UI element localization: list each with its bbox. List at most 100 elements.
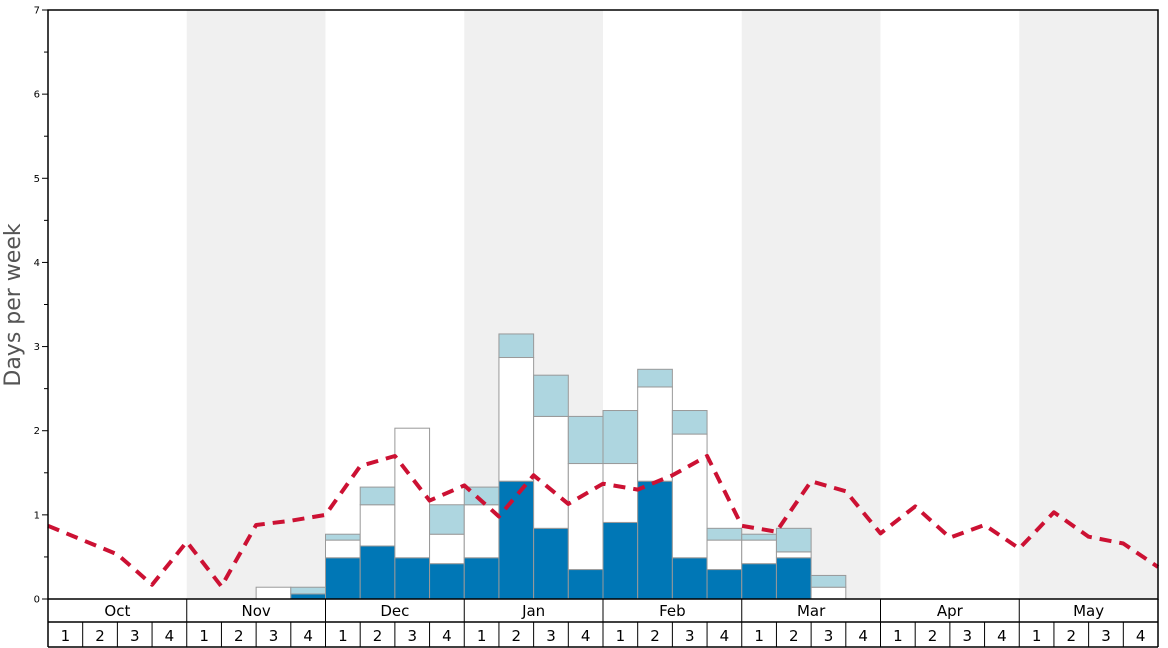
y-axis: 0 1 2 3 4 5 6 7 xyxy=(34,6,48,606)
week-label: 3 xyxy=(269,627,279,645)
month-band xyxy=(186,10,326,599)
week-label: 1 xyxy=(893,627,903,645)
week-label: 3 xyxy=(685,627,695,645)
bar-segment xyxy=(810,574,847,588)
bar-segment xyxy=(637,368,673,388)
week-label: 4 xyxy=(581,627,591,645)
bar-segment xyxy=(706,539,743,571)
week-label: 3 xyxy=(130,627,140,645)
week-label: 2 xyxy=(373,627,383,645)
bar-segment xyxy=(637,386,673,482)
week-label: 2 xyxy=(512,627,522,645)
week-label: 3 xyxy=(962,627,972,645)
week-label: 3 xyxy=(407,627,417,645)
bar-segment xyxy=(602,410,639,465)
bar-segment xyxy=(325,539,361,559)
line-series-path xyxy=(47,454,1160,589)
month-band xyxy=(880,10,1020,599)
x-axis: Oct Nov Dec Jan Feb Mar Apr May 1 2 3 4 1 2 3 4 1 2 3 4 1 2 3 4… xyxy=(61,599,1146,647)
bar-segment xyxy=(255,586,292,600)
month-label: Feb xyxy=(659,602,686,620)
bar-segment xyxy=(741,563,777,600)
week-label: 2 xyxy=(789,627,799,645)
bar-segment xyxy=(325,557,361,600)
week-label: 2 xyxy=(234,627,244,645)
bar-segment xyxy=(498,357,535,482)
bar-segment xyxy=(533,415,569,529)
bar-segment xyxy=(359,545,396,600)
bar-segment xyxy=(498,480,535,600)
week-label: 1 xyxy=(754,627,764,645)
week-label: 1 xyxy=(477,627,487,645)
month-label: Jan xyxy=(521,602,545,620)
bar-segment xyxy=(810,586,847,600)
week-label: 3 xyxy=(824,627,834,645)
week-label: 3 xyxy=(546,627,556,645)
week-label: 4 xyxy=(165,627,175,645)
bar-segment xyxy=(567,569,604,600)
bar-segment xyxy=(429,504,465,535)
week-label: 4 xyxy=(303,627,313,645)
week-label: 4 xyxy=(720,627,730,645)
bar-segment xyxy=(741,533,777,541)
bar-segment xyxy=(290,593,326,600)
month-label: Oct xyxy=(104,602,130,620)
bar-segment xyxy=(775,551,812,559)
line-series xyxy=(47,454,1160,589)
bar-segment xyxy=(706,569,743,600)
y-tick-label: 2 xyxy=(34,426,40,437)
bar-segment xyxy=(394,557,431,600)
week-label: 2 xyxy=(928,627,938,645)
week-label: 4 xyxy=(997,627,1007,645)
month-label: Apr xyxy=(937,602,964,620)
month-band xyxy=(741,10,881,599)
bar-segment xyxy=(359,504,396,547)
y-tick-label: 6 xyxy=(34,90,40,101)
month-label: Dec xyxy=(380,602,409,620)
bar-segment xyxy=(463,557,500,600)
y-tick-label: 7 xyxy=(34,6,40,17)
bar-segment xyxy=(359,486,396,506)
bar-segment xyxy=(706,527,743,541)
week-label: 3 xyxy=(1101,627,1111,645)
week-label: 1 xyxy=(199,627,209,645)
bar-segment xyxy=(567,463,604,571)
bar-segment xyxy=(637,480,673,600)
week-label: 2 xyxy=(1067,627,1077,645)
week-label: 1 xyxy=(61,627,71,645)
bar-segment xyxy=(325,533,361,541)
week-label: 4 xyxy=(1136,627,1146,645)
month-band xyxy=(48,10,187,599)
y-tick-label: 4 xyxy=(34,258,40,269)
bar-segment xyxy=(498,333,535,359)
bar-segment xyxy=(394,427,431,559)
week-label: 1 xyxy=(1032,627,1042,645)
y-tick-label: 3 xyxy=(34,342,40,353)
month-label: May xyxy=(1073,602,1104,620)
bar-segment xyxy=(775,557,812,600)
bar-segment xyxy=(429,563,465,600)
week-label: 2 xyxy=(650,627,660,645)
month-label: Mar xyxy=(797,602,826,620)
y-tick-label: 1 xyxy=(34,510,40,521)
y-tick-label: 5 xyxy=(34,174,40,185)
month-label: Nov xyxy=(241,602,270,620)
week-label: 2 xyxy=(95,627,105,645)
week-label: 4 xyxy=(442,627,452,645)
bar-segment xyxy=(775,527,812,553)
bar-segment xyxy=(533,374,569,417)
week-label: 1 xyxy=(616,627,626,645)
bar-segment xyxy=(567,415,604,465)
y-axis-label: Days per week xyxy=(1,223,26,386)
bar-segment xyxy=(671,433,708,559)
bar-segment xyxy=(671,557,708,600)
bar-segment xyxy=(671,410,708,435)
bar-segment xyxy=(602,463,639,523)
y-tick-label: 0 xyxy=(34,595,40,606)
bar-segment xyxy=(290,586,326,595)
bar-segment xyxy=(741,539,777,565)
bar-segment xyxy=(533,527,569,600)
bar-segment xyxy=(429,533,465,565)
week-label: 1 xyxy=(338,627,348,645)
